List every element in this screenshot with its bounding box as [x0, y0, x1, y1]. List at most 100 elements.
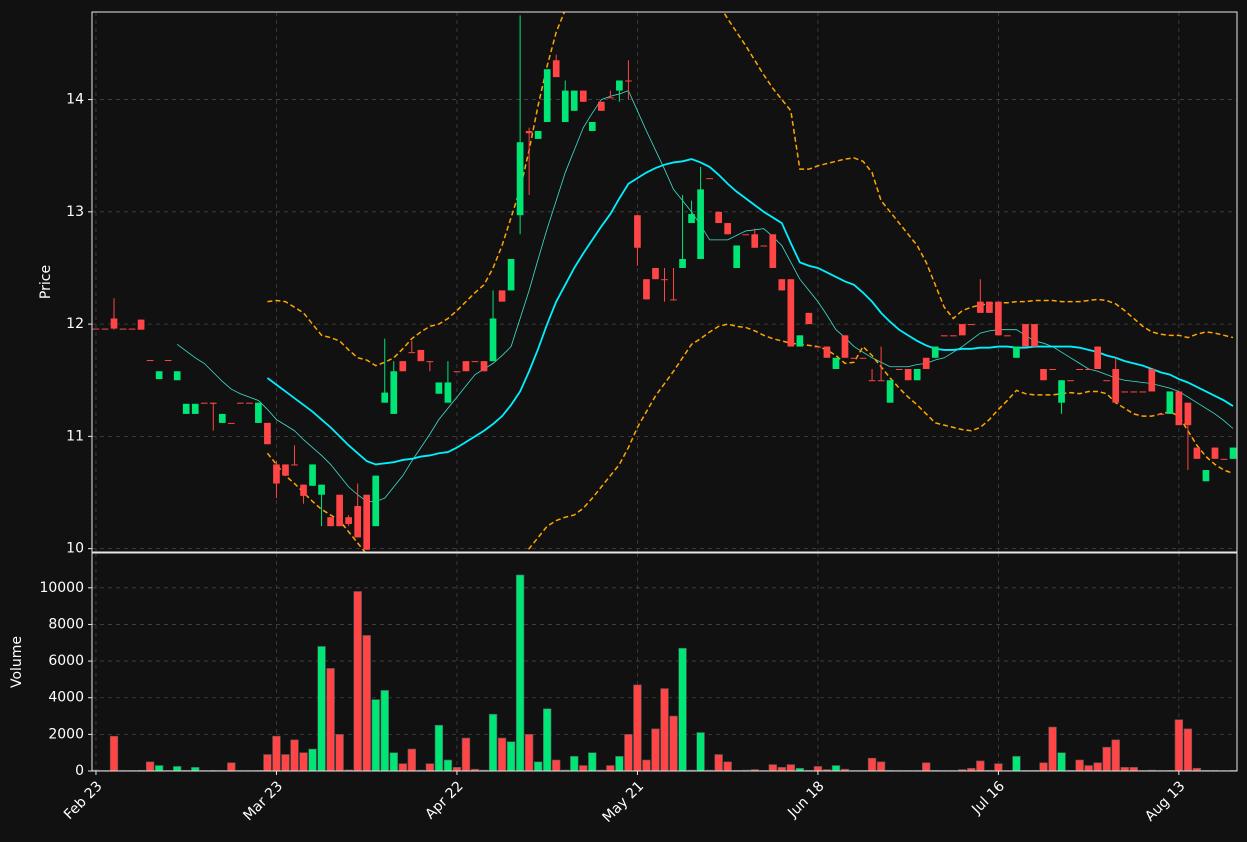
volume-bar — [696, 732, 705, 772]
y-tick-label: 2000 — [48, 726, 84, 742]
candle-body — [868, 380, 876, 382]
candle-body — [525, 131, 533, 134]
candle-body — [543, 69, 551, 123]
candle-body — [652, 267, 659, 280]
candle-body — [977, 301, 984, 313]
volume-bar — [452, 767, 462, 772]
candle-body — [706, 178, 713, 180]
candle-body — [101, 328, 109, 330]
y-tick-label: 12 — [66, 316, 84, 332]
candle-body — [119, 328, 127, 330]
candle-body — [426, 361, 434, 363]
y-tick-label: 10000 — [39, 580, 84, 596]
candle-body — [1067, 380, 1074, 382]
candle-body — [336, 494, 343, 527]
candle-body — [1175, 391, 1183, 426]
candle-body — [958, 324, 966, 336]
volume-bar — [579, 765, 588, 772]
candle-body — [561, 90, 569, 123]
volume-bar — [831, 765, 841, 772]
candle-body — [805, 312, 813, 325]
volume-bar — [994, 763, 1003, 772]
x-tick-label: Apr 22 — [422, 778, 466, 822]
volume-bar — [976, 760, 985, 772]
x-tick-label: Mar 23 — [240, 778, 286, 824]
volume-bar — [1012, 756, 1021, 772]
candle-body — [218, 413, 226, 423]
candle-body — [778, 279, 786, 291]
candle-body — [507, 258, 515, 291]
candle-body — [417, 349, 425, 362]
candle-body — [264, 422, 271, 445]
volume-bar — [497, 737, 507, 772]
volume-bar — [506, 741, 516, 772]
candle-body — [1103, 380, 1111, 382]
volume-bar — [922, 762, 931, 772]
volume-bar — [1120, 767, 1129, 772]
candle-body — [92, 328, 100, 330]
candle-body — [246, 402, 253, 404]
candle-body — [832, 357, 840, 370]
y-tick-label: 11 — [66, 428, 84, 444]
candle-body — [300, 484, 307, 496]
candle-body — [616, 80, 623, 91]
volume-bar — [786, 764, 796, 772]
volume-bar — [389, 752, 398, 772]
x-tick-label: Feb 23 — [61, 778, 106, 823]
volume-bar — [290, 739, 299, 772]
x-tick-label: Aug 13 — [1142, 778, 1188, 824]
y-tick-label: 13 — [66, 204, 84, 220]
volume-bar — [443, 759, 453, 772]
candle-body — [742, 234, 750, 236]
y-tick-label: 0 — [75, 763, 84, 779]
candle-body — [1013, 346, 1020, 358]
candle-body — [1220, 458, 1228, 460]
candle-body — [814, 346, 822, 348]
candle-body — [1130, 391, 1138, 393]
candle-body — [282, 464, 289, 476]
candle-body — [110, 318, 118, 329]
candle-body — [408, 352, 416, 354]
candle-body — [453, 371, 461, 373]
volume-bar — [1183, 728, 1193, 772]
candle-body — [715, 211, 722, 224]
volume-bar — [777, 767, 786, 772]
volume-bar — [398, 763, 407, 772]
volume-bar — [1129, 767, 1138, 772]
candle-body — [309, 464, 316, 486]
y-axis-label: Price — [38, 265, 54, 299]
candle-body — [670, 299, 677, 301]
volume-bar — [1111, 739, 1120, 772]
candle-body — [273, 464, 280, 484]
candle-body — [155, 371, 163, 380]
volume-bar — [272, 735, 281, 772]
price-frame — [91, 11, 1238, 553]
candle-body — [209, 402, 217, 404]
candle-body — [444, 382, 452, 403]
candle-body — [796, 335, 804, 347]
candle-body — [588, 122, 596, 132]
candle-body — [886, 380, 894, 403]
volume-bar — [191, 767, 200, 772]
candle-body — [255, 402, 262, 423]
candle-body — [1193, 447, 1201, 459]
volume-bar — [570, 756, 579, 772]
volume-frame — [91, 552, 1238, 772]
candle-body — [643, 279, 650, 300]
y-tick-label: 14 — [66, 92, 84, 108]
candle-body — [949, 335, 957, 337]
candle-body — [1148, 369, 1156, 392]
candle-body — [724, 223, 732, 235]
candle-body — [534, 131, 542, 139]
candle-body — [913, 369, 921, 381]
x-tick-label: May 21 — [600, 778, 648, 826]
candle-body — [1229, 447, 1237, 459]
y-tick-label: 10 — [66, 541, 84, 557]
candle-body — [1112, 369, 1120, 403]
candle-body — [841, 335, 849, 358]
y-axis-label: Volume — [9, 636, 25, 688]
candle-body — [516, 142, 524, 216]
volume-bar — [1174, 719, 1184, 772]
volume-bar — [407, 748, 417, 772]
volume-bar — [651, 728, 660, 772]
